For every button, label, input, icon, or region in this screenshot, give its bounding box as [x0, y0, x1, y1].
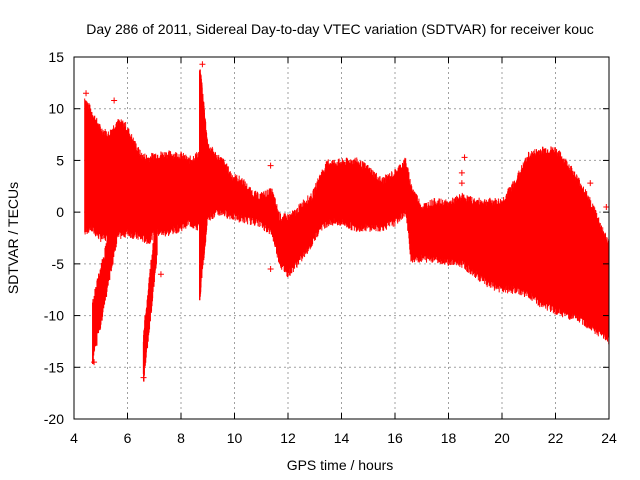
- y-tick-label: 10: [48, 101, 64, 117]
- outlier-point: [157, 271, 164, 278]
- x-tick-label: 10: [227, 430, 243, 446]
- x-tick-label: 18: [441, 430, 457, 446]
- x-tick-label: 24: [601, 430, 617, 446]
- y-tick-label: -20: [44, 411, 64, 427]
- chart-title: Day 286 of 2011, Sidereal Day-to-day VTE…: [86, 21, 594, 37]
- sdtvar-band: [84, 98, 610, 345]
- outlier-point: [140, 374, 147, 381]
- axis-ticks: 4 6 8 10 12 14 16 18 20 22 24 -20 -15 -10 -5 0 5 10 15: [44, 49, 617, 446]
- y-axis-label: SDTVAR / TECUs: [5, 182, 21, 294]
- outlier-points: [83, 61, 610, 381]
- outlier-point: [267, 162, 274, 169]
- y-tick-label: -5: [52, 256, 65, 272]
- y-tick-label: -10: [44, 308, 64, 324]
- x-tick-label: 12: [280, 430, 296, 446]
- x-tick-label: 6: [124, 430, 132, 446]
- sdtvar-spike: [142, 208, 158, 382]
- outlier-point: [111, 97, 118, 104]
- outlier-point: [83, 90, 90, 97]
- x-tick-label: 4: [70, 430, 78, 446]
- y-tick-label: -15: [44, 359, 64, 375]
- x-axis-label: GPS time / hours: [287, 457, 394, 473]
- x-tick-label: 14: [334, 430, 350, 446]
- outlier-point: [587, 180, 594, 187]
- y-tick-label: 15: [48, 49, 64, 65]
- outlier-point: [199, 61, 206, 68]
- outlier-point: [458, 169, 465, 176]
- sdtvar-spike: [199, 69, 209, 301]
- outlier-point: [458, 180, 465, 187]
- y-tick-label: 5: [56, 152, 64, 168]
- outlier-point: [267, 266, 274, 273]
- x-tick-label: 16: [387, 430, 403, 446]
- x-tick-label: 8: [177, 430, 185, 446]
- y-tick-label: 0: [56, 204, 64, 220]
- sdtvar-spike: [92, 199, 118, 364]
- x-tick-label: 20: [494, 430, 510, 446]
- outlier-point: [461, 154, 468, 161]
- data-series: [83, 61, 610, 382]
- outlier-point: [603, 203, 610, 210]
- x-tick-label: 22: [548, 430, 564, 446]
- outlier-point: [91, 359, 98, 366]
